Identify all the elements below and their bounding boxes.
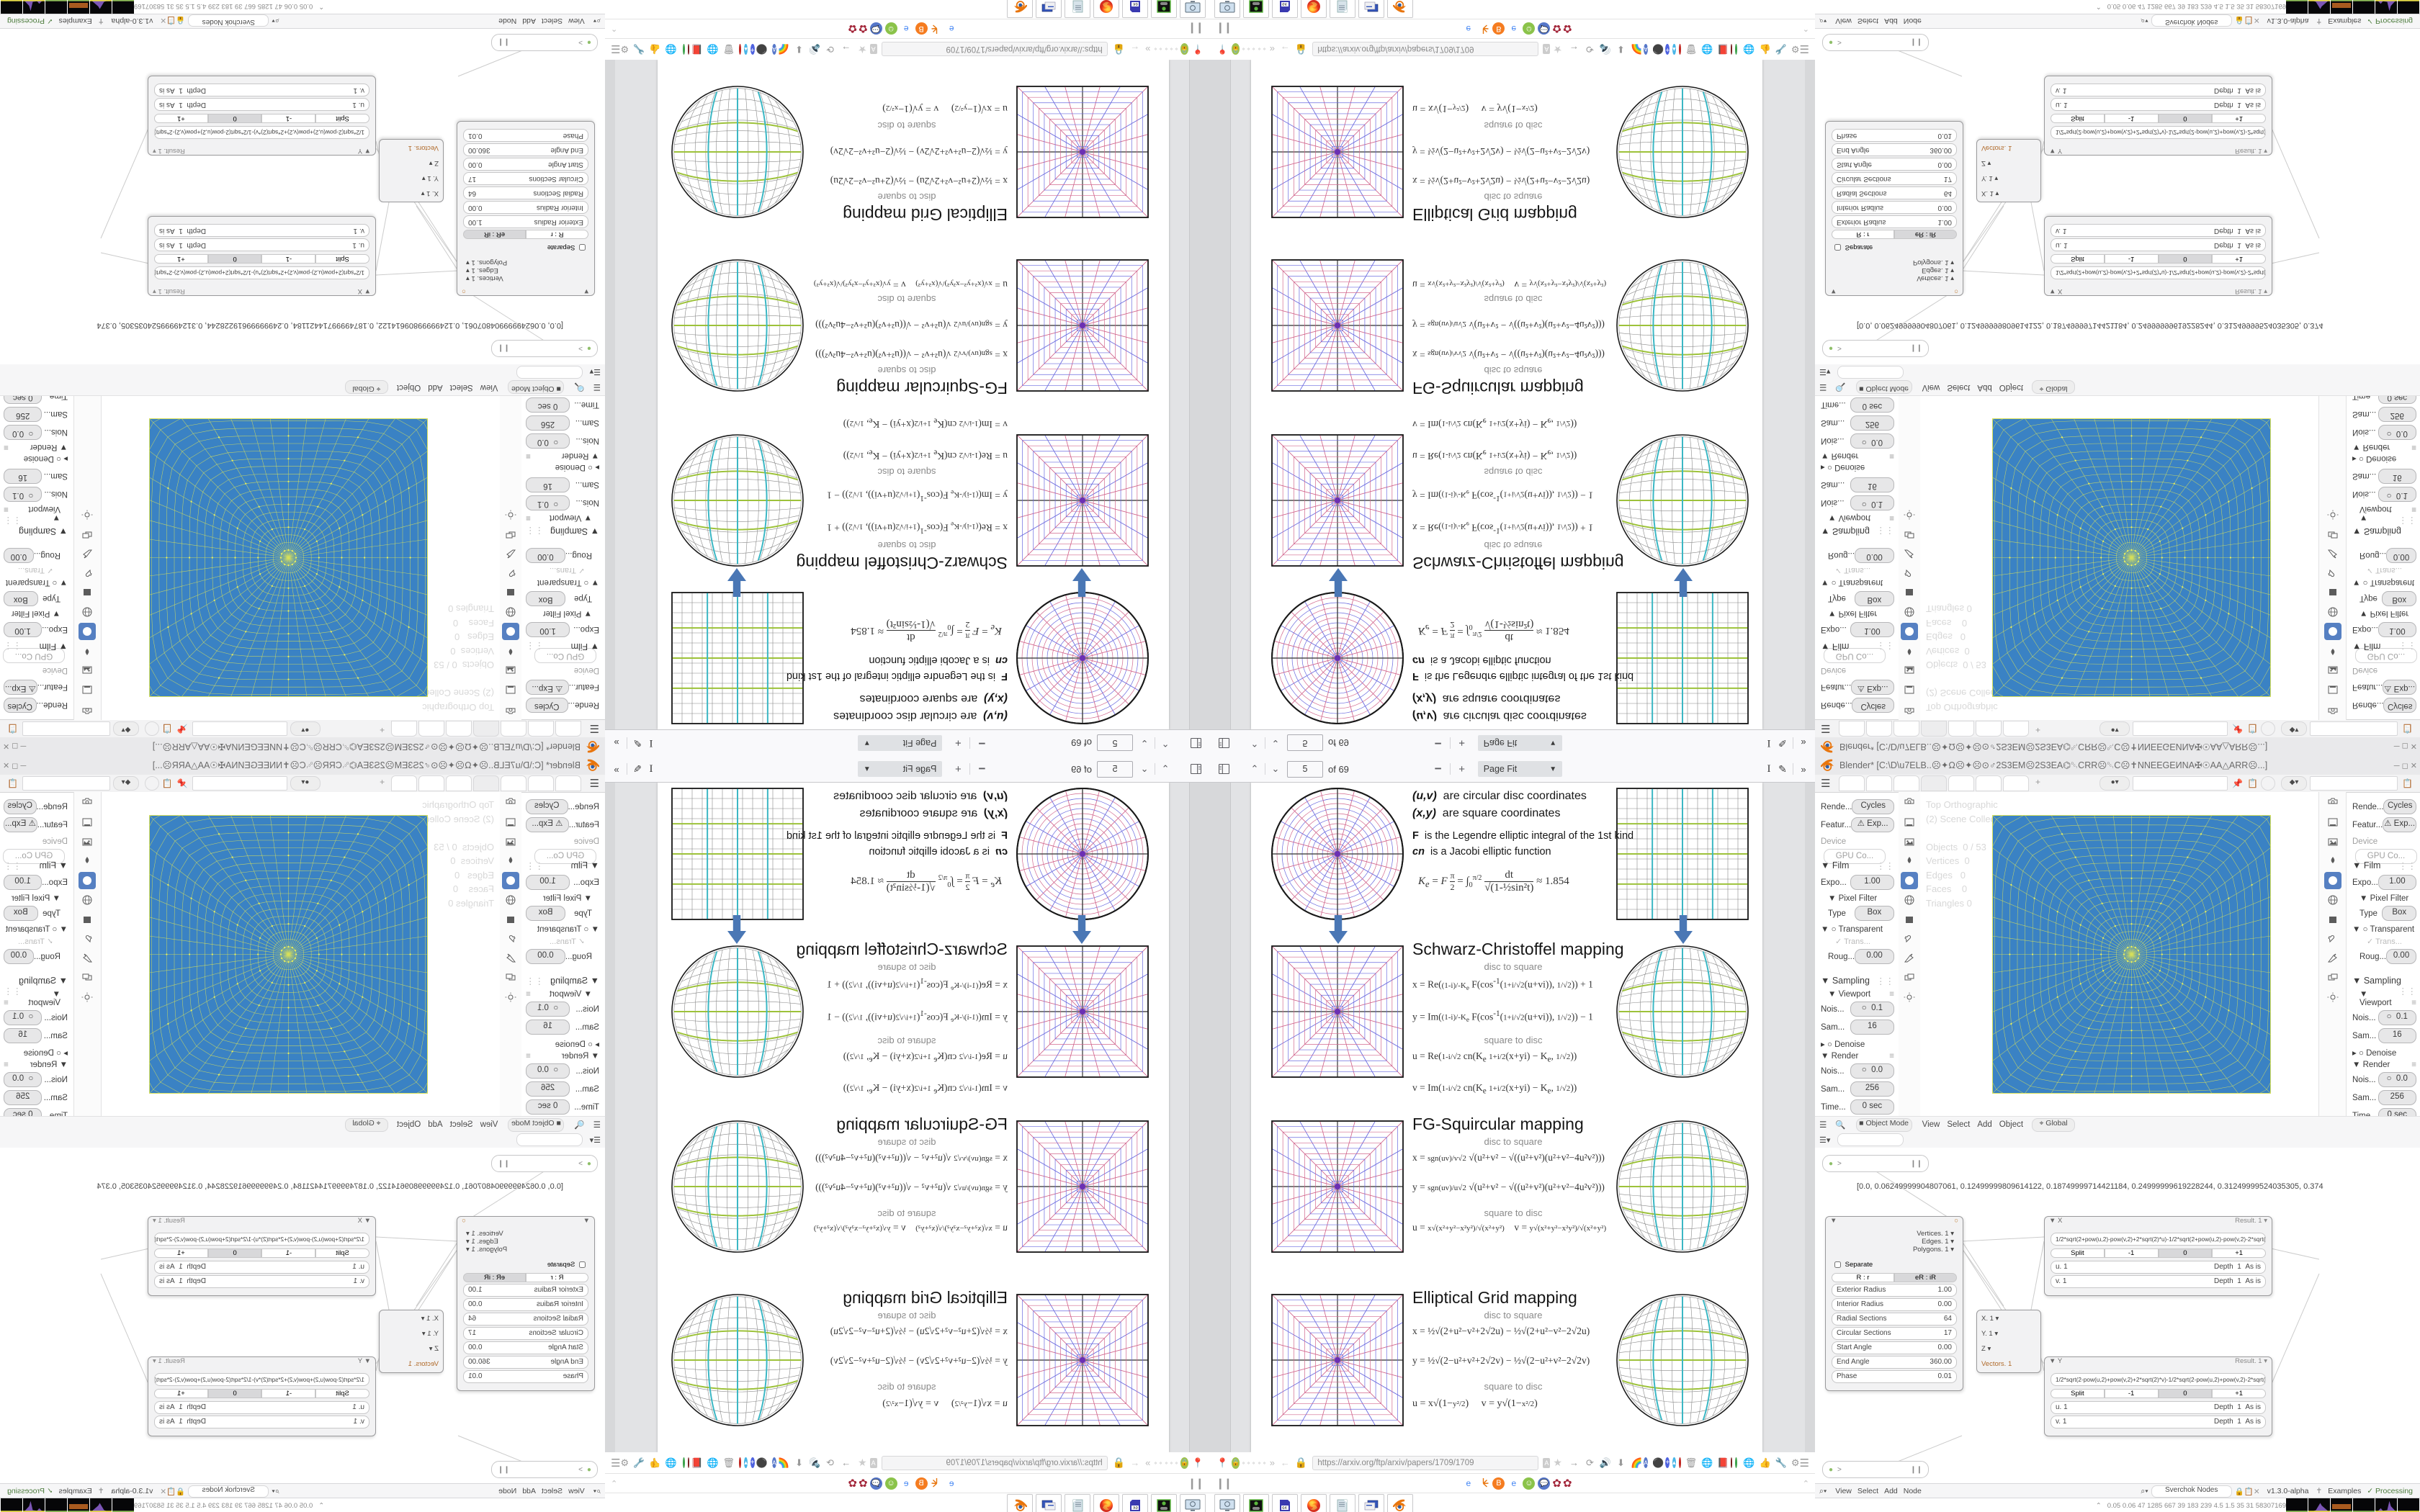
svg-text:64: 64 [1134,1,1138,6]
svg-text:64: 64 [1134,1506,1138,1511]
svg-text:64: 64 [1282,1,1286,6]
svg-text:64: 64 [1282,1506,1286,1511]
